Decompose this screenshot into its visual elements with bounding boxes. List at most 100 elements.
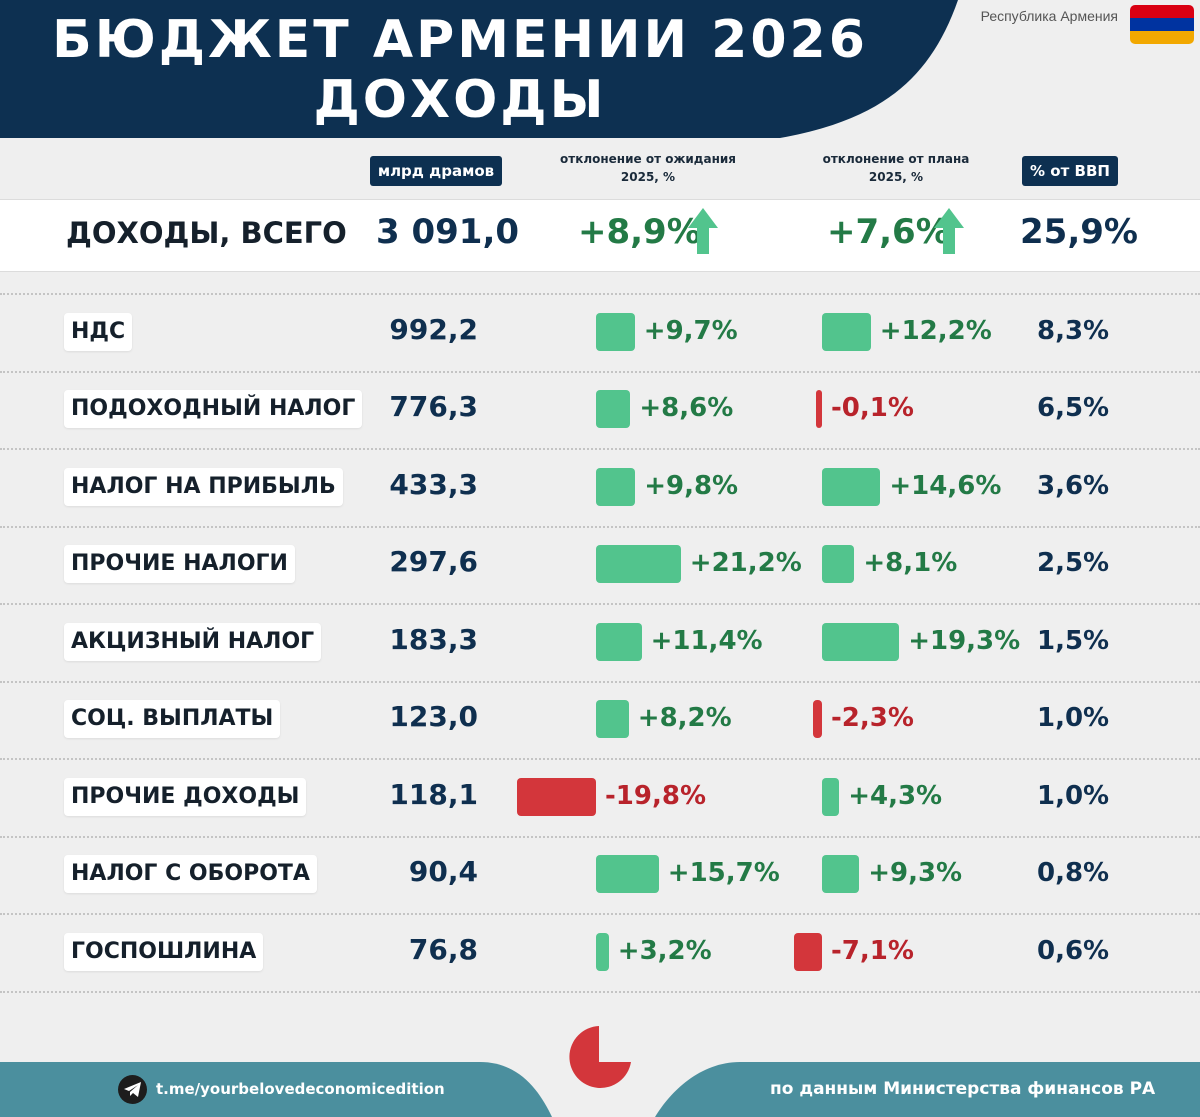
dev-expect-bar (596, 545, 681, 584)
dev-plan-bar (822, 855, 860, 894)
header-band (0, 0, 1200, 138)
row-gdp: 1,0% (1037, 780, 1110, 811)
row-label: ПРОЧИЕ НАЛОГИ (64, 545, 295, 584)
row-value: 992,2 (389, 312, 478, 346)
dev-expect-label: +8,2% (637, 703, 732, 734)
telegram-icon[interactable] (118, 1075, 147, 1104)
dev-expect-bar (596, 390, 631, 429)
title-line-2: ДОХОДЫ (313, 70, 607, 130)
row-value: 433,3 (389, 467, 478, 501)
row-separator (0, 293, 1200, 295)
dev-expect-label: +9,7% (643, 315, 738, 346)
total-value: 3 091,0 (376, 212, 520, 252)
dev-plan-label: +12,2% (879, 315, 992, 346)
dev-plan-bar (822, 622, 900, 661)
row-label: НАЛОГ НА ПРИБЫЛЬ (64, 467, 343, 506)
total-dev-plan: +7,6% (827, 212, 950, 252)
row-value: 123,0 (389, 700, 478, 734)
column-header-dev-expect: отклонение от ожидания 2025, % (548, 150, 748, 186)
dev-plan-bar (822, 545, 855, 584)
row-separator (0, 835, 1200, 838)
dev-expect-bar (596, 932, 609, 971)
row-label: НДС (64, 312, 133, 351)
dev-plan-label: +19,3% (908, 625, 1021, 656)
row-label: ПОДОХОДНЫЙ НАЛОГ (64, 390, 363, 429)
row-separator (0, 758, 1200, 760)
dev-plan-label: +9,3% (868, 858, 963, 889)
row-gdp: 6,5% (1037, 393, 1110, 424)
row-value: 76,8 (408, 932, 478, 966)
dev-expect-bar (596, 855, 659, 894)
column-header-value: млрд драмов (370, 156, 502, 186)
dev-expect-bar (596, 622, 642, 661)
header-background (0, 0, 958, 138)
source-note: по данным Министерства финансов РА (770, 1079, 1156, 1099)
row-value: 183,3 (389, 622, 478, 656)
dev-plan-label: -7,1% (831, 935, 914, 966)
row-gdp: 0,8% (1037, 858, 1110, 889)
column-header-dev-plan: отклонение от плана 2025, % (800, 150, 992, 186)
flag-stripe-red (1130, 5, 1194, 18)
dev-expect-bar (596, 700, 629, 739)
row-gdp: 1,5% (1037, 625, 1110, 656)
row-value: 118,1 (389, 777, 478, 811)
total-gdp: 25,9% (1020, 212, 1138, 252)
row-gdp: 8,3% (1037, 315, 1110, 346)
row-label: СОЦ. ВЫПЛАТЫ (64, 700, 281, 739)
row-label: АКЦИЗНЫЙ НАЛОГ (64, 622, 322, 661)
dev-plan-bar (822, 312, 871, 351)
arrow-up-icon (934, 208, 964, 254)
dev-expect-label: +3,2% (617, 935, 712, 966)
row-label: ГОСПОШЛИНА (64, 932, 264, 971)
dev-plan-label: +14,6% (889, 470, 1002, 501)
dev-plan-bar (822, 467, 881, 506)
dev-plan-bar (793, 932, 822, 971)
dev-expect-label: +9,8% (644, 470, 739, 501)
total-dev-expect: +8,9% (578, 212, 701, 252)
row-label: НАЛОГ С ОБОРОТА (64, 855, 317, 894)
row-gdp: 1,0% (1037, 703, 1110, 734)
dev-plan-label: +8,1% (863, 548, 958, 579)
dev-expect-label: +15,7% (667, 858, 780, 889)
dev-expect-label: +21,2% (689, 548, 802, 579)
total-label: ДОХОДЫ, ВСЕГО (66, 216, 347, 250)
country-label: Республика Армения (980, 8, 1118, 24)
dev-expect-label: +8,6% (639, 393, 734, 424)
row-label: ПРОЧИЕ ДОХОДЫ (64, 777, 307, 816)
telegram-link[interactable]: t.me/yourbelovedeconomicedition (156, 1080, 445, 1098)
row-gdp: 0,6% (1037, 935, 1110, 966)
column-header-dev-expect-line1: отклонение от ожидания (560, 152, 736, 166)
row-separator (0, 603, 1200, 605)
column-header-dev-expect-line2: 2025, % (620, 170, 676, 184)
column-header-dev-plan-line2: 2025, % (868, 170, 924, 184)
dev-plan-bar (812, 700, 822, 739)
row-value: 297,6 (389, 545, 478, 579)
dev-expect-bar (596, 467, 636, 506)
row-separator (0, 990, 1200, 993)
dev-expect-bar (516, 777, 596, 816)
row-separator (0, 370, 1200, 373)
row-separator (0, 680, 1200, 683)
page-title: БЮДЖЕТ АРМЕНИИ 2026 ДОХОДЫ (0, 10, 920, 130)
armenia-flag-icon (1130, 5, 1194, 44)
row-separator (0, 448, 1200, 450)
total-row (0, 199, 1200, 272)
flag-stripe-blue (1130, 18, 1194, 31)
dev-expect-label: -19,8% (605, 780, 706, 811)
dev-expect-bar (596, 312, 635, 351)
dev-plan-bar (822, 777, 840, 816)
row-gdp: 3,6% (1037, 470, 1110, 501)
dev-plan-bar (816, 390, 822, 429)
row-gdp: 2,5% (1037, 548, 1110, 579)
pie-logo-icon (569, 1026, 631, 1088)
row-value: 90,4 (408, 855, 478, 889)
title-line-1: БЮДЖЕТ АРМЕНИИ 2026 (52, 10, 868, 70)
arrow-up-icon (688, 208, 718, 254)
dev-expect-label: +11,4% (650, 625, 763, 656)
column-header-gdp: % от ВВП (1022, 156, 1118, 186)
row-separator (0, 525, 1200, 528)
row-value: 776,3 (389, 390, 478, 424)
dev-plan-label: -2,3% (831, 703, 914, 734)
row-separator (0, 913, 1200, 915)
flag-stripe-orange (1130, 31, 1194, 44)
